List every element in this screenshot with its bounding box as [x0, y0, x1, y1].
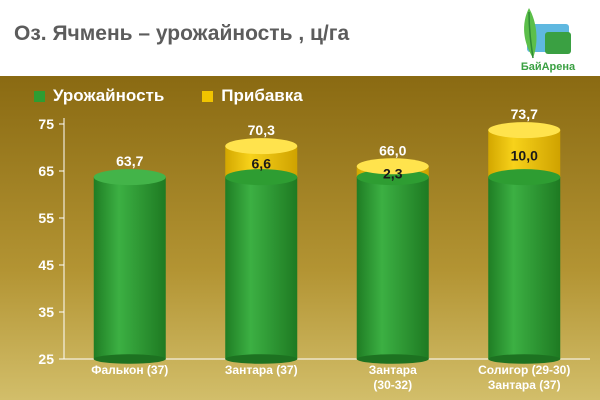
addition-label-2: 2,3	[383, 166, 403, 182]
y-tick-label-3: 55	[38, 210, 54, 226]
x-tick-label-1-0: Зантара (37)	[225, 363, 298, 377]
bar-top-0	[93, 169, 166, 186]
total-label-1: 70,3	[248, 122, 275, 138]
x-tick-label-3-1: Зантара (37)	[488, 378, 561, 392]
bar-base-3	[488, 177, 561, 359]
x-tick-label-0-0: Фалькон (37)	[91, 363, 168, 377]
legend-item-base: Урожайность	[34, 86, 164, 106]
legend-label-base: Урожайность	[53, 86, 165, 105]
bar-base-bottom-2	[356, 354, 429, 364]
bar-top-1	[225, 138, 298, 155]
chart-panel: 25 35 45 55 65 75 63,7 Фалькон (37) 6,6 70,3 Занта…	[0, 76, 600, 400]
bar-chart: 25 35 45 55 65 75 63,7 Фалькон (37) 6,6 70,3 Занта…	[0, 76, 600, 400]
bar-addition-seam-1	[225, 169, 298, 186]
bar-base-1	[225, 177, 298, 359]
y-tick-label-0: 25	[38, 351, 54, 367]
y-tick-label-2: 45	[38, 257, 54, 273]
bar-base-bottom-0	[93, 354, 166, 364]
legend: Урожайность Прибавка	[34, 84, 341, 108]
total-label-2: 66,0	[379, 142, 406, 158]
addition-label-1: 6,6	[252, 156, 272, 172]
bar-top-2	[356, 158, 429, 175]
logo-text: БайАрена	[520, 61, 576, 73]
legend-swatch-addition	[202, 90, 214, 102]
bar-addition-seam-3	[488, 169, 561, 186]
bar-base-0	[93, 177, 166, 359]
bar-base-bottom-3	[488, 354, 561, 364]
bar-top-3	[488, 122, 561, 139]
bar-base-2	[356, 177, 429, 359]
y-tick-label-4: 65	[38, 163, 54, 179]
addition-label-3: 10,0	[511, 148, 538, 164]
total-label-0: 63,7	[116, 153, 143, 169]
legend-item-addition: Прибавка	[202, 86, 303, 106]
bar-base-bottom-1	[225, 354, 298, 364]
leaf-logo-icon	[524, 8, 571, 59]
x-tick-label-3-0: Солигор (29-30)	[478, 363, 570, 377]
y-tick-label-1: 35	[38, 304, 54, 320]
y-tick-label-5: 75	[38, 116, 54, 132]
legend-swatch-base	[34, 90, 45, 102]
x-tick-label-2-0: Зантара	[369, 363, 417, 377]
total-label-3: 73,7	[511, 106, 538, 122]
legend-label-addition: Прибавка	[221, 86, 303, 105]
x-tick-label-2-1: (30-32)	[373, 378, 412, 392]
page-title: Оз. Ячмень – урожайность , ц/га	[14, 22, 350, 45]
